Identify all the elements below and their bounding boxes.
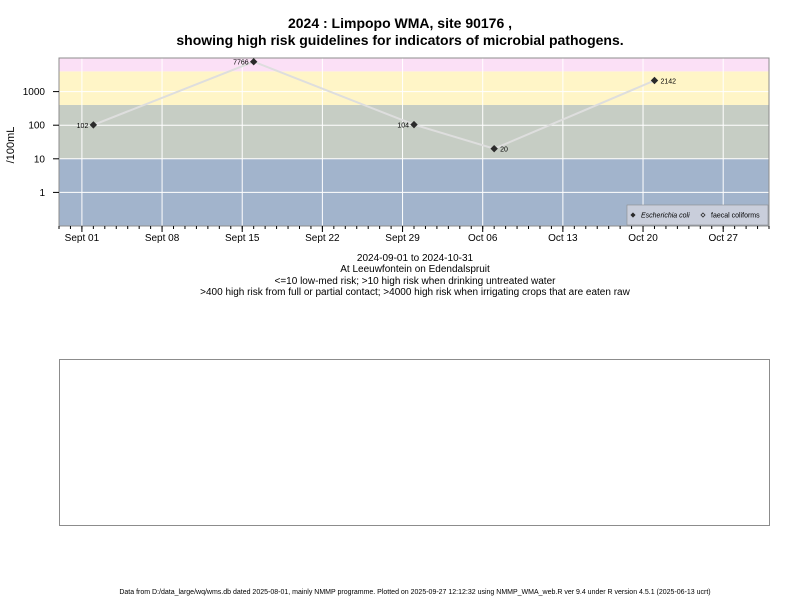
caption-location: At Leeuwfontein on Edendalspruit	[340, 264, 490, 275]
data-label: 20	[500, 147, 508, 154]
legend-label: faecal coliforms	[711, 213, 760, 220]
x-tick-label: Oct 06	[468, 233, 498, 244]
data-point	[410, 120, 418, 129]
y-axis-label: /100mL	[5, 127, 17, 164]
x-tick-label: Oct 20	[628, 233, 658, 244]
chart-title-line-2: showing high risk guidelines for indicat…	[176, 32, 624, 48]
chart-title-line-1: 2024 : Limpopo WMA, site 90176 ,	[287, 15, 513, 31]
empty-plot-panel	[59, 359, 770, 526]
risk-band-3	[59, 58, 769, 72]
data-point	[490, 144, 498, 153]
footer-data-source: Data from D:/data_large/wq/wms.db dated …	[119, 589, 711, 596]
legend-box	[626, 204, 769, 226]
data-point	[249, 57, 258, 66]
x-tick-label: Sept 08	[145, 233, 180, 244]
x-tick-label: Sept 29	[385, 233, 420, 244]
data-point	[89, 121, 98, 129]
y-tick-label: 1000	[23, 87, 46, 98]
caption-date-range: 2024-09-01 to 2024-10-31	[356, 253, 474, 264]
y-tick-label: 100	[28, 121, 45, 132]
legend-marker	[630, 212, 636, 218]
data-point	[650, 76, 659, 85]
data-label: 104	[397, 123, 409, 130]
x-tick-label: Sept 22	[305, 233, 340, 244]
y-tick-label: 1	[39, 188, 45, 199]
risk-band-1	[59, 104, 769, 159]
data-label: 2142	[660, 78, 676, 85]
data-label: 102	[77, 123, 89, 130]
x-tick-label: Sept 15	[225, 233, 260, 244]
x-tick-label: Sept 01	[65, 233, 100, 244]
legend-label: Escherichia coli	[641, 213, 690, 220]
caption-risk-drinking: <=10 low-med risk; >10 high risk when dr…	[274, 276, 556, 287]
y-tick-label: 10	[34, 154, 46, 165]
risk-band-2	[59, 71, 769, 105]
x-tick-label: Oct 27	[708, 233, 738, 244]
legend-marker	[700, 212, 706, 218]
x-tick-label: Oct 13	[548, 233, 578, 244]
chart-plot: 1 10 100 1000/100mL Sept 01 Sept 08 Sept 15 Sep…	[5, 57, 770, 244]
caption-risk-contact: >400 high risk from full or partial cont…	[200, 287, 630, 298]
data-label: 7766	[233, 60, 249, 67]
